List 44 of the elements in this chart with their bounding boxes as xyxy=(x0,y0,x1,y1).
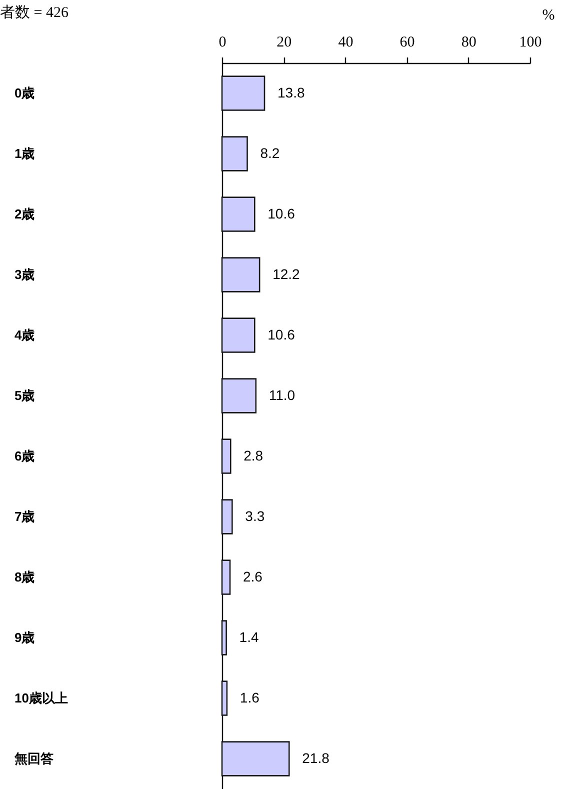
y-tick-label: 9歳 xyxy=(14,630,35,645)
bar xyxy=(221,257,260,292)
bar xyxy=(221,438,232,474)
x2-tick-label: 20 xyxy=(276,34,292,50)
text: 者数 = 426 xyxy=(0,4,69,21)
bar xyxy=(221,560,231,595)
data-label: 11.0 xyxy=(268,386,296,403)
data-label: 13.8 xyxy=(278,84,305,100)
y-tick-label: 3歳 xyxy=(14,266,35,282)
x2-tick-label: 100 xyxy=(519,34,542,50)
x2-tick-label: 0 xyxy=(218,34,226,50)
bar xyxy=(221,741,290,776)
y-tick-label: 4歳 xyxy=(14,327,35,342)
x2-tick-label: 40 xyxy=(338,34,354,50)
bar xyxy=(221,680,228,716)
data-label: 10.6 xyxy=(268,326,296,342)
y-tick-label: 6歳 xyxy=(14,448,35,464)
bar xyxy=(221,76,266,111)
bar xyxy=(221,196,256,232)
y-tick-label: 5歳 xyxy=(14,388,35,403)
data-label: 1.4 xyxy=(239,628,259,645)
data-label: 3.3 xyxy=(245,508,265,524)
y-tick-label: 1歳 xyxy=(14,146,35,161)
data-label: 1.6 xyxy=(240,689,260,706)
data-label: 8.2 xyxy=(260,144,280,161)
y-tick-label: 0歳 xyxy=(14,85,35,100)
y-tick-label: 8歳 xyxy=(14,569,35,584)
y-tick-label: 2歳 xyxy=(14,206,35,222)
data-label: 12.2 xyxy=(272,266,300,282)
x2-tick-label: 60 xyxy=(400,34,415,50)
data-label: 10.6 xyxy=(268,205,296,222)
x2-axis-title: % xyxy=(542,8,555,24)
data-label: 21.8 xyxy=(302,750,330,766)
y-tick-label: 無回答 xyxy=(14,750,54,766)
data-label: 2.8 xyxy=(244,447,264,464)
y-tick-label: 7歳 xyxy=(14,508,35,524)
bar xyxy=(221,620,227,656)
bar xyxy=(221,378,257,414)
x2-tick-label: 80 xyxy=(461,34,476,50)
bar xyxy=(221,499,233,534)
bar xyxy=(221,318,256,353)
y-tick-label: 10歳以上 xyxy=(14,690,68,706)
data-label: 2.6 xyxy=(243,568,263,584)
bar xyxy=(221,136,248,172)
